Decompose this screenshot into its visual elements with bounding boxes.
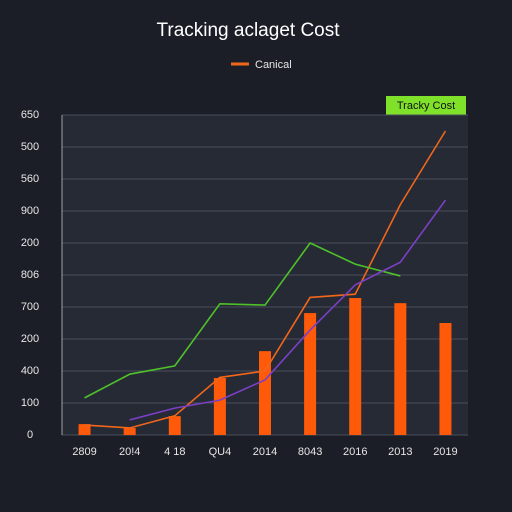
legend-label: Canical	[255, 59, 292, 71]
y-tick-label: 100	[21, 397, 39, 409]
y-tick-label: 200	[21, 333, 39, 345]
bar	[439, 323, 452, 435]
bar	[349, 298, 362, 435]
y-tick-label: 650	[21, 109, 39, 121]
line	[84, 130, 447, 429]
badge-label: Tracky Cost	[397, 100, 455, 112]
x-tick-label: 2013	[388, 446, 412, 458]
bar	[213, 378, 226, 435]
y-tick-label: 500	[21, 141, 39, 153]
y-tick-label: 700	[21, 301, 39, 313]
y-tick-label: 200	[21, 237, 39, 249]
line	[129, 199, 447, 421]
y-tick-label: 0	[27, 429, 33, 441]
line	[84, 241, 401, 399]
x-tick-label: 2019	[433, 446, 457, 458]
x-tick-label: 2809	[72, 446, 96, 458]
bar	[78, 424, 91, 435]
x-tick-label: 8043	[298, 446, 322, 458]
y-tick-label: 400	[21, 365, 39, 377]
y-tick-label: 560	[21, 173, 39, 185]
x-tick-label: 4 18	[164, 446, 185, 458]
x-tick-label: QU4	[209, 446, 232, 458]
bar	[168, 416, 181, 435]
x-tick-label: 2014	[253, 446, 277, 458]
badge	[386, 96, 466, 115]
x-tick-label: 20!4	[119, 446, 140, 458]
x-tick-label: 2016	[343, 446, 367, 458]
y-tick-label: 900	[21, 205, 39, 217]
chart-title: Tracking aclaget Cost	[156, 20, 340, 41]
bar	[304, 313, 317, 435]
bar	[394, 303, 407, 435]
bar	[123, 427, 136, 435]
y-tick-label: 806	[21, 269, 39, 281]
